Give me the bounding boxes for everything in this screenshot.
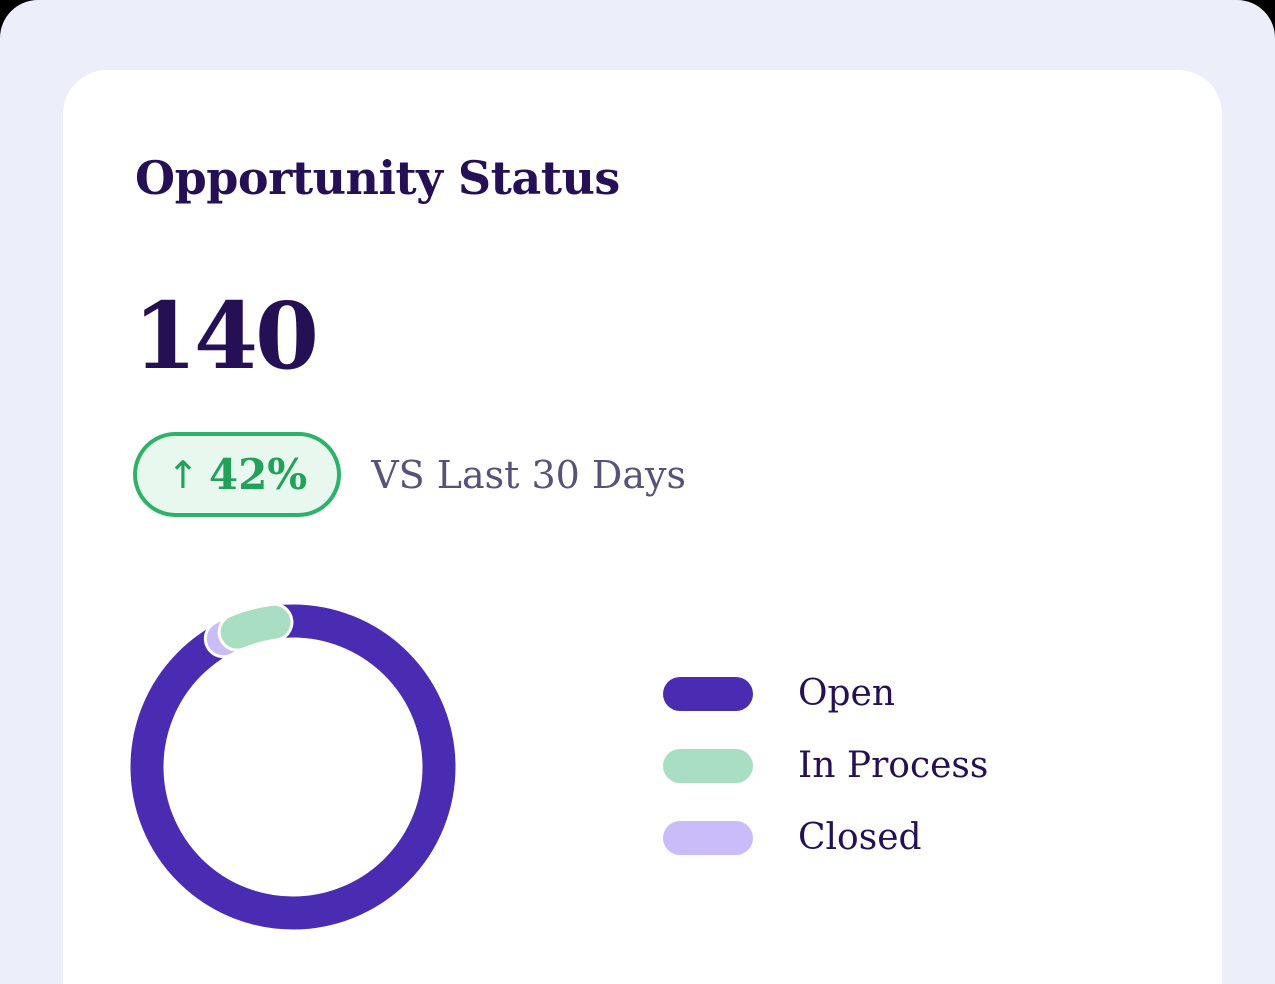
legend-label-open: Open bbox=[798, 673, 896, 714]
delta-badge: ↑ 42% bbox=[133, 432, 342, 517]
arrow-up-icon: ↑ bbox=[167, 452, 199, 497]
legend-item-open[interactable]: Open bbox=[663, 673, 988, 714]
legend-item-in-process[interactable]: In Process bbox=[663, 745, 989, 786]
card-title: Opportunity Status bbox=[135, 151, 620, 205]
delta-row: ↑ 42% VS Last 30 Days bbox=[133, 432, 686, 517]
legend-label-closed: Closed bbox=[798, 817, 922, 858]
donut-chart[interactable] bbox=[130, 604, 456, 930]
legend-label-in-process: In Process bbox=[798, 745, 989, 786]
donut-chart-svg bbox=[130, 604, 456, 930]
chart-legend: Open In Process Closed bbox=[663, 673, 989, 893]
legend-item-closed[interactable]: Closed bbox=[663, 817, 988, 858]
comparison-period-label: VS Last 30 Days bbox=[371, 452, 687, 497]
opportunity-status-card: Opportunity Status 140 ↑ 42% VS Last 30 … bbox=[63, 70, 1222, 984]
delta-percentage: 42% bbox=[208, 449, 308, 499]
legend-swatch-open bbox=[663, 677, 753, 711]
legend-swatch-in-process bbox=[663, 749, 753, 783]
legend-swatch-closed bbox=[663, 821, 753, 855]
metric-total-value: 140 bbox=[133, 282, 319, 390]
